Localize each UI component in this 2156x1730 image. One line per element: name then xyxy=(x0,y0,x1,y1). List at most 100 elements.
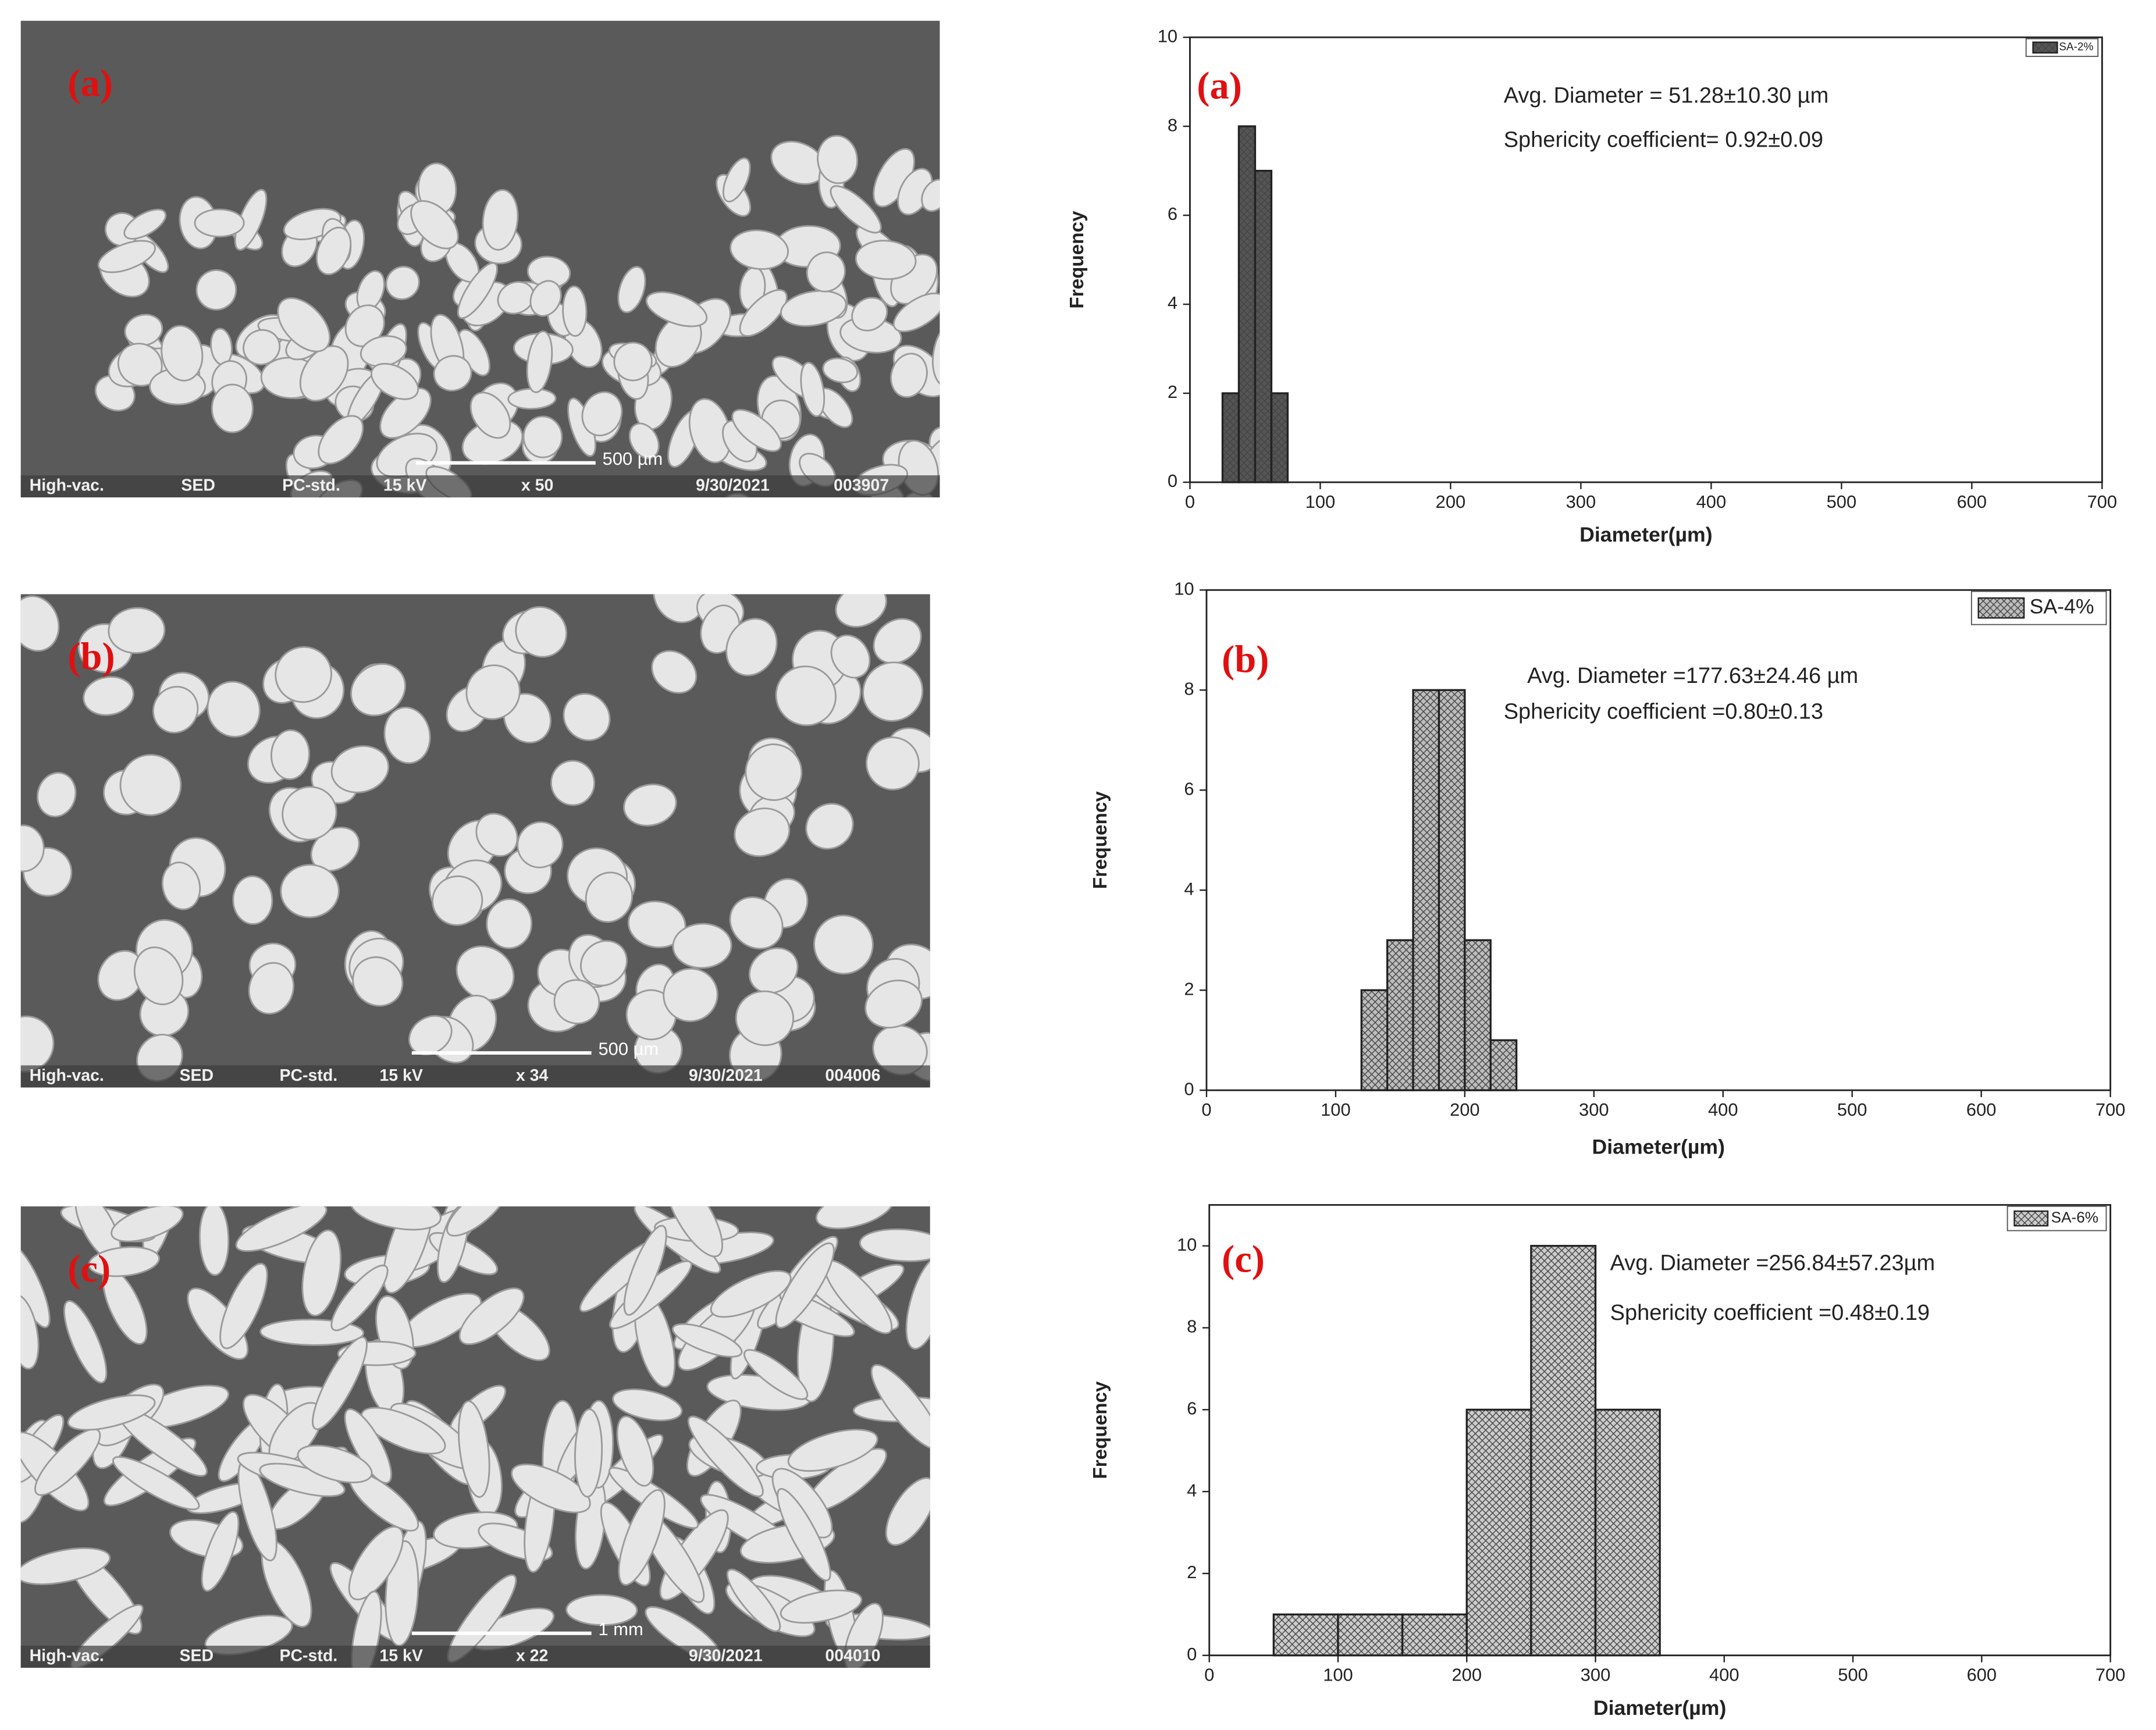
particle xyxy=(585,871,634,923)
info-text: 004010 xyxy=(825,1647,880,1665)
y-tick-label: 0 xyxy=(1184,1078,1194,1099)
particle xyxy=(663,967,718,1023)
particle xyxy=(456,945,515,1001)
panel-label: (b) xyxy=(1222,638,1269,681)
particle xyxy=(553,979,600,1024)
particle xyxy=(613,341,653,382)
particle xyxy=(282,786,337,841)
info-text: x 34 xyxy=(516,1066,549,1085)
particle xyxy=(469,391,511,439)
particle xyxy=(726,1568,781,1632)
particle xyxy=(731,409,782,453)
particle xyxy=(20,1243,51,1329)
particle xyxy=(297,1444,373,1483)
particle xyxy=(97,240,156,273)
particle xyxy=(687,1415,764,1497)
particle xyxy=(815,1206,895,1230)
y-axis-label: Frequency xyxy=(1090,1381,1111,1479)
particle xyxy=(820,502,863,556)
plot-frame xyxy=(1189,36,2103,483)
particle xyxy=(20,595,60,652)
particle xyxy=(330,1264,389,1332)
scale-bar-label: 1 mm xyxy=(599,1619,643,1639)
x-tick-label: 700 xyxy=(2087,492,2118,512)
info-text: 9/30/2021 xyxy=(696,476,770,495)
x-tick-label: 0 xyxy=(1201,1099,1211,1120)
particle xyxy=(344,1408,392,1484)
particle xyxy=(581,391,623,437)
x-tick-label: 400 xyxy=(1708,1099,1738,1120)
info-text: PC-std. xyxy=(279,1066,337,1085)
info-text: High-vac. xyxy=(30,1647,104,1665)
particle xyxy=(748,947,799,994)
bar xyxy=(1489,1039,1518,1091)
particle xyxy=(743,1349,809,1400)
particle xyxy=(211,383,254,433)
particle xyxy=(526,330,553,393)
particle xyxy=(710,1270,792,1318)
particle xyxy=(618,1489,666,1586)
particle xyxy=(574,1408,603,1498)
annotation: Avg. Diameter = 51.28±10.30 µm xyxy=(1504,83,1829,108)
particle xyxy=(671,1323,743,1358)
particle xyxy=(672,923,732,969)
bar xyxy=(1270,392,1289,483)
particle xyxy=(563,693,611,742)
bar xyxy=(1438,689,1466,1091)
panel-label: (c) xyxy=(1222,1238,1265,1280)
particle xyxy=(232,875,273,925)
bar xyxy=(1237,125,1257,483)
particle xyxy=(735,990,794,1046)
particle xyxy=(458,1287,525,1345)
particle xyxy=(851,297,888,332)
particle xyxy=(905,1255,930,1350)
particle xyxy=(432,875,483,926)
info-text: 9/30/2021 xyxy=(689,1647,763,1665)
particle xyxy=(383,706,431,764)
particle xyxy=(886,496,928,498)
particle xyxy=(822,357,858,383)
particle xyxy=(562,285,588,337)
particle xyxy=(248,962,294,1015)
particle xyxy=(830,185,882,234)
y-tick-label: 10 xyxy=(1177,1234,1197,1255)
bar xyxy=(1221,392,1240,483)
particle xyxy=(275,646,332,703)
legend-swatch xyxy=(1977,597,2025,619)
particle xyxy=(873,618,922,664)
annotation: Sphericity coefficient =0.48±0.19 xyxy=(1610,1301,1930,1325)
particle xyxy=(806,251,846,293)
x-axis-label: Diameter(µm) xyxy=(1579,523,1712,546)
y-tick-label: 0 xyxy=(1168,471,1177,491)
particle xyxy=(623,1224,667,1316)
particle xyxy=(83,676,134,716)
particle xyxy=(645,291,708,328)
particle xyxy=(20,824,45,873)
particle xyxy=(813,914,874,975)
particle xyxy=(550,760,596,806)
particle xyxy=(312,1336,368,1430)
y-tick-label: 8 xyxy=(1187,1316,1197,1337)
info-text: x 50 xyxy=(521,476,553,495)
particle xyxy=(515,606,568,658)
info-text: 003907 xyxy=(834,476,889,495)
particle xyxy=(787,1429,878,1472)
info-text: SED xyxy=(181,476,215,495)
particle xyxy=(370,362,419,400)
particle xyxy=(194,208,245,238)
particle xyxy=(835,594,887,628)
info-text: 9/30/2021 xyxy=(689,1066,763,1085)
particle xyxy=(111,1206,184,1243)
particle xyxy=(486,898,533,949)
particle xyxy=(446,1206,508,1237)
x-tick-label: 400 xyxy=(1709,1665,1739,1685)
y-tick-label: 6 xyxy=(1168,204,1177,224)
y-tick-label: 6 xyxy=(1187,1398,1197,1418)
panel-label: (c) xyxy=(67,1248,111,1290)
particle xyxy=(617,266,646,314)
info-bar xyxy=(20,1646,930,1668)
particle xyxy=(728,499,795,547)
y-tick-label: 10 xyxy=(1174,578,1194,599)
